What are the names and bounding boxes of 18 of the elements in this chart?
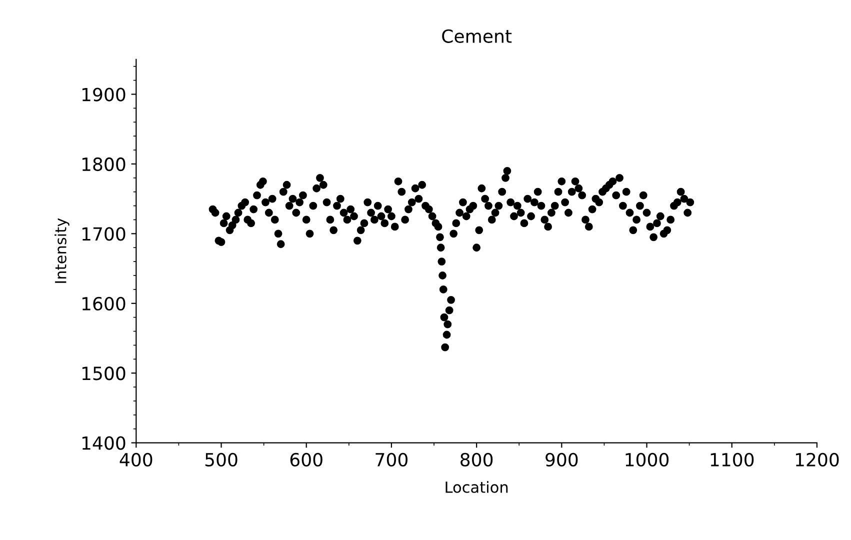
x-tick-label: 400 xyxy=(120,452,152,466)
x-tick-label: 900 xyxy=(546,452,578,466)
x-tick-label: 500 xyxy=(205,452,238,466)
y-axis-title: Intensity xyxy=(54,218,70,283)
y-tick-label: 1800 xyxy=(82,157,126,172)
x-tick-label: 1100 xyxy=(710,452,754,466)
x-tick-label: 600 xyxy=(290,452,322,466)
x-axis-title: Location xyxy=(446,481,508,493)
y-tick-label: 1400 xyxy=(82,436,126,450)
y-tick-label: 1500 xyxy=(82,366,126,380)
x-tick-label: 700 xyxy=(376,452,408,466)
x-tick-label: 1200 xyxy=(796,452,839,466)
y-tick-label: 1600 xyxy=(82,296,126,310)
x-tick-label: 800 xyxy=(460,452,493,466)
y-tick-label: 1700 xyxy=(82,227,126,241)
chart-title: Cement xyxy=(442,29,512,43)
x-tick-label: 1000 xyxy=(626,452,669,466)
y-tick-label: 1900 xyxy=(82,88,126,102)
